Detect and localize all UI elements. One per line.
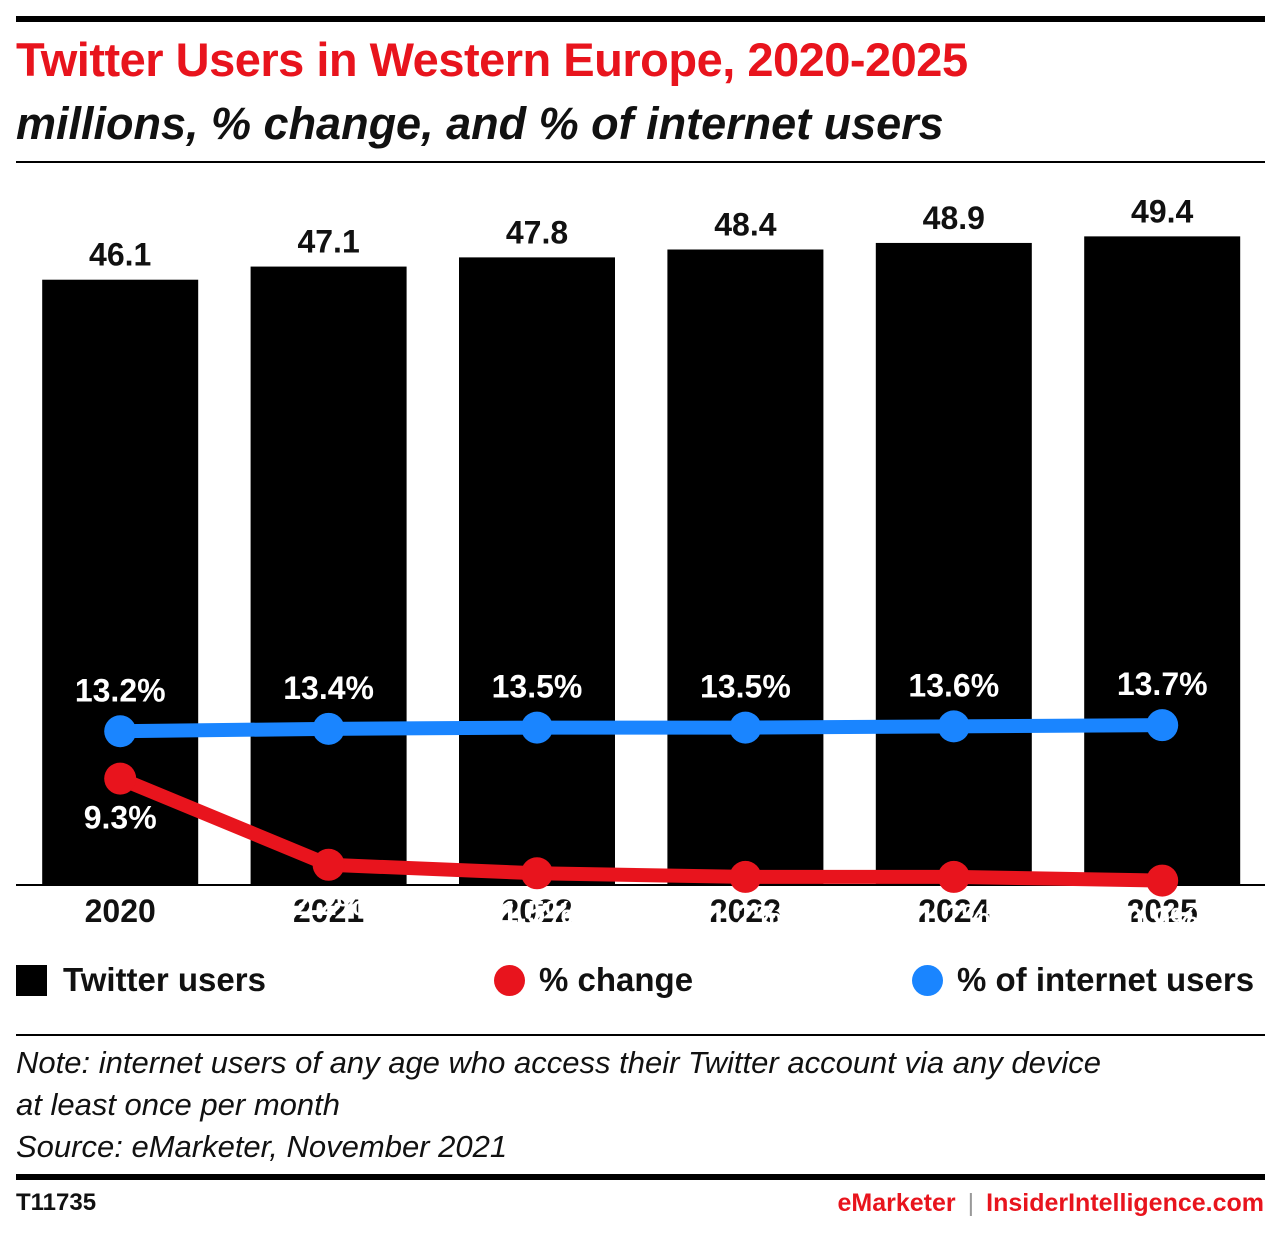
internet-share-point <box>521 711 553 744</box>
percent-change-point <box>1146 864 1179 897</box>
x-tick-label: 2021 <box>293 893 364 929</box>
chart-id: T11735 <box>16 1189 97 1216</box>
top-rule <box>16 16 1265 22</box>
percent-change-label: 9.3% <box>84 800 157 836</box>
legend-item-internet: % of internet users <box>912 958 1254 1002</box>
percent-change-label: 1.2% <box>709 898 782 934</box>
footer-brand: eMarketer | InsiderIntelligence.com <box>838 1189 1265 1218</box>
x-tick-label: 2022 <box>501 893 572 929</box>
internet-share-label: 13.2% <box>75 672 166 708</box>
legend-label-bars: Twitter users <box>63 961 266 998</box>
internet-share-label: 13.5% <box>492 669 583 705</box>
chart-title: Twitter Users in Western Europe, 2020-20… <box>16 33 968 86</box>
x-tick-label: 2025 <box>1127 893 1198 929</box>
chart-subtitle: millions, % change, and % of internet us… <box>16 98 944 149</box>
title-divider <box>16 161 1265 163</box>
internet-share-point <box>937 710 970 743</box>
bar-value-label: 46.1 <box>89 237 151 273</box>
bar-value-label: 48.9 <box>923 200 985 236</box>
percent-change-point <box>521 857 553 890</box>
insider-intelligence-brand: InsiderIntelligence.com <box>986 1189 1264 1217</box>
bar-value-label: 48.4 <box>714 207 776 243</box>
notes-block: Note: internet users of any age who acce… <box>16 1042 1101 1168</box>
internet-share-point <box>1146 709 1179 742</box>
bar-2023 <box>667 249 824 885</box>
percent-change-point <box>937 860 970 893</box>
chart-plot: 46.1 47.1 47.8 48.4 48.9 49.4 2020 2021 2022 2023… <box>16 193 1265 938</box>
internet-share-point <box>312 712 345 745</box>
x-tick-label: 2020 <box>85 893 156 929</box>
bar-2021 <box>250 266 407 885</box>
legend-swatch-bars <box>16 964 47 996</box>
x-tick-label: 2024 <box>918 893 989 929</box>
percent-change-label: 0.9% <box>1126 902 1199 938</box>
legend-item-bars: Twitter users <box>16 958 266 1002</box>
bar-2024 <box>875 242 1032 885</box>
bottom-rule <box>16 1174 1265 1180</box>
bar-2025 <box>1084 236 1241 886</box>
legend-swatch-internet <box>912 964 943 996</box>
percent-change-label: 1.5% <box>501 894 574 930</box>
x-tick-label: 2023 <box>710 893 781 929</box>
note-line-1: Note: internet users of any age who acce… <box>16 1045 1101 1080</box>
percent-change-label: 1.2% <box>917 898 990 934</box>
internet-share-label: 13.4% <box>283 670 374 706</box>
legend-label-internet: % of internet users <box>957 961 1255 998</box>
notes-divider <box>16 1034 1265 1036</box>
internet-share-point <box>729 711 762 744</box>
percent-change-point <box>729 860 762 893</box>
legend-label-change: % change <box>539 961 694 998</box>
emarketer-brand: eMarketer <box>837 1189 956 1217</box>
percent-change-point <box>312 848 345 881</box>
bar-value-label: 47.1 <box>297 224 359 260</box>
note-line-2: at least once per month <box>16 1087 340 1122</box>
internet-share-label: 13.5% <box>700 669 791 705</box>
bar-2022 <box>459 257 615 885</box>
percent-change-point <box>104 762 137 795</box>
legend-item-change: % change <box>494 958 693 1002</box>
internet-share-label: 13.6% <box>908 667 999 703</box>
internet-share-point <box>104 715 137 748</box>
source-line: Source: eMarketer, November 2021 <box>16 1129 508 1164</box>
bar-value-label: 49.4 <box>1131 193 1193 229</box>
percent-change-label: 2.2% <box>292 886 365 922</box>
internet-share-line <box>113 718 1170 739</box>
brand-separator: | <box>967 1189 975 1217</box>
legend-swatch-change <box>494 964 525 996</box>
internet-share-label: 13.7% <box>1117 666 1208 702</box>
percent-change-line <box>113 771 1170 888</box>
bar-value-label: 47.8 <box>506 214 568 250</box>
